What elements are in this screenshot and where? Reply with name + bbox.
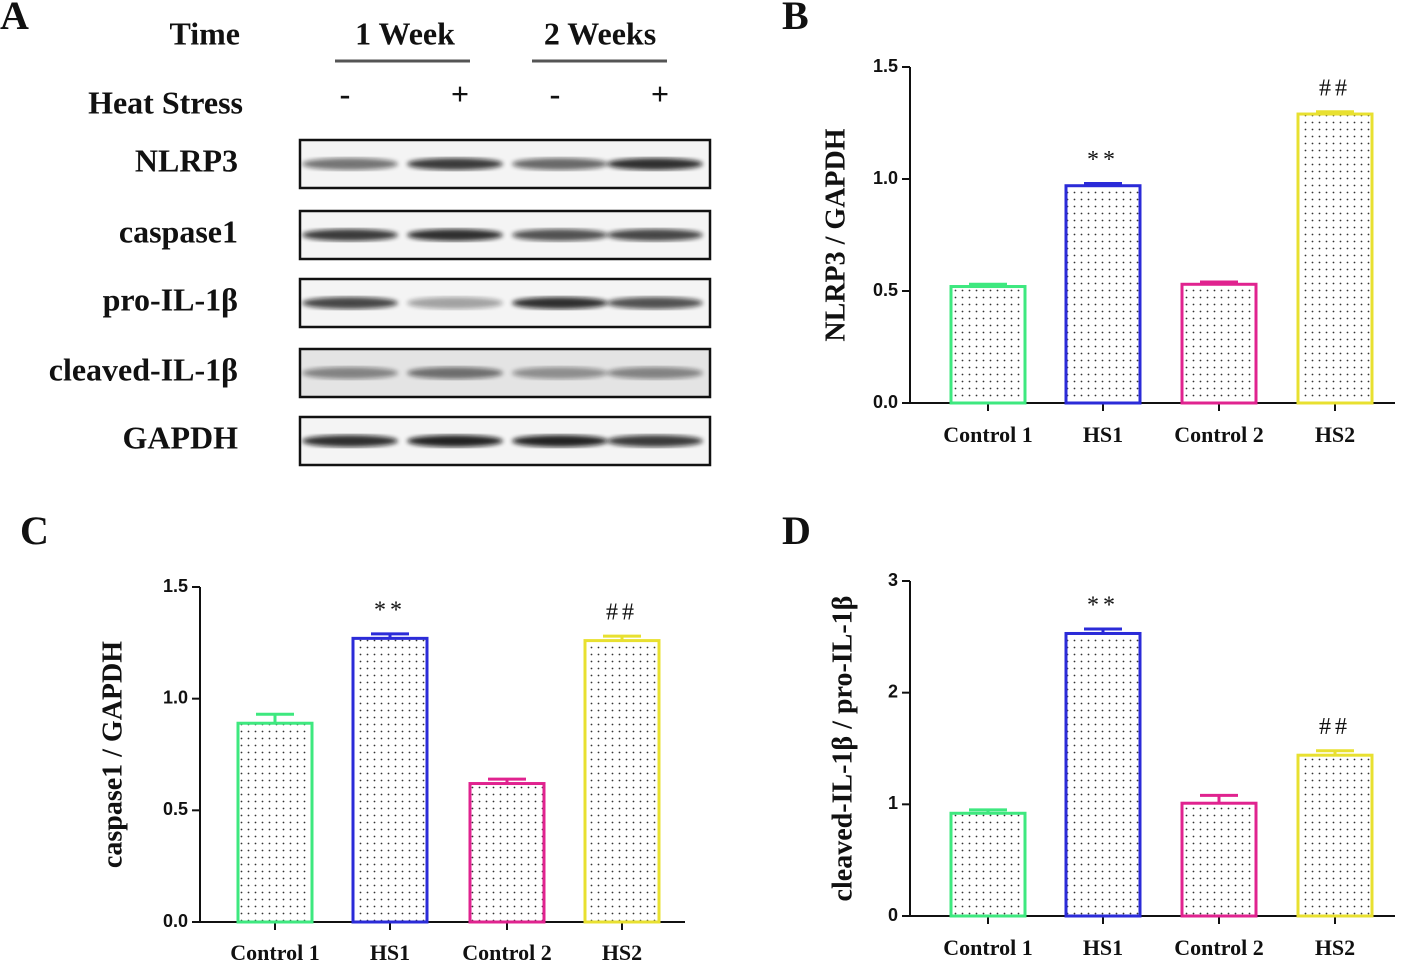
- treatment-sign: -: [340, 75, 351, 111]
- significance-label: **: [1087, 147, 1119, 173]
- x-tick-label: HS1: [1083, 422, 1123, 447]
- y-tick-label: 1.5: [163, 576, 188, 596]
- panel-letter: A: [0, 0, 29, 38]
- bar: [583, 639, 661, 924]
- bar: [1064, 631, 1142, 918]
- treatment-sign: +: [651, 75, 669, 111]
- y-tick-label: 0.5: [873, 280, 898, 300]
- y-tick-label: 1: [888, 793, 898, 813]
- blot-band: [512, 435, 608, 447]
- panel-letter: C: [20, 508, 49, 553]
- blot-band: [407, 297, 503, 309]
- blot-band: [607, 158, 703, 170]
- x-tick-label: Control 2: [1174, 422, 1263, 447]
- time-label: Time: [169, 15, 240, 51]
- significance-label: ##: [1319, 75, 1351, 101]
- x-tick-label: HS2: [602, 940, 642, 965]
- significance-label: **: [1087, 593, 1119, 619]
- x-tick-label: HS1: [370, 940, 410, 965]
- y-tick-label: 1.0: [163, 687, 188, 707]
- blot-band: [607, 297, 703, 309]
- blot-band: [407, 229, 503, 241]
- significance-label: ##: [1319, 714, 1351, 740]
- blot-row-label: caspase1: [119, 213, 238, 249]
- y-axis-label: caspase1 / GAPDH: [97, 641, 128, 868]
- treatment-sign: +: [451, 75, 469, 111]
- x-tick-label: Control 2: [1174, 935, 1263, 960]
- x-tick-label: Control 2: [462, 940, 551, 965]
- x-tick-label: Control 1: [943, 935, 1032, 960]
- x-tick-label: Control 1: [230, 940, 319, 965]
- blot-band: [607, 367, 703, 379]
- bar: [1180, 801, 1258, 918]
- x-tick-label: Control 1: [943, 422, 1032, 447]
- bar: [1296, 112, 1374, 405]
- blot-band: [407, 158, 503, 170]
- blot-band: [512, 367, 608, 379]
- bar: [1064, 184, 1142, 405]
- x-tick-label: HS2: [1315, 935, 1355, 960]
- blot-band: [302, 158, 398, 170]
- blot-band: [302, 229, 398, 241]
- bar: [1296, 753, 1374, 918]
- blot-band: [407, 367, 503, 379]
- blot-band: [407, 435, 503, 447]
- blot-band: [302, 435, 398, 447]
- panel-letter: B: [782, 0, 809, 38]
- group-label: 2 Weeks: [544, 15, 656, 51]
- bar: [949, 811, 1027, 918]
- group-label: 1 Week: [355, 15, 455, 51]
- y-tick-label: 0.0: [873, 392, 898, 412]
- y-tick-label: 0.0: [163, 911, 188, 931]
- blot-band: [512, 158, 608, 170]
- y-axis-label: cleaved-IL-1β / pro-IL-1β: [827, 596, 858, 902]
- blot-row-label: pro-IL-1β: [103, 281, 238, 317]
- y-tick-label: 2: [888, 681, 898, 701]
- y-tick-label: 1.0: [873, 168, 898, 188]
- x-tick-label: HS1: [1083, 935, 1123, 960]
- significance-label: **: [374, 597, 406, 623]
- blot-row-label: NLRP3: [135, 142, 238, 178]
- blot-band: [607, 229, 703, 241]
- blot-band: [512, 297, 608, 309]
- blot-band: [607, 435, 703, 447]
- y-tick-label: 0: [888, 905, 898, 925]
- x-tick-label: HS2: [1315, 422, 1355, 447]
- bar: [236, 721, 314, 924]
- y-tick-label: 3: [888, 570, 898, 590]
- significance-label: ##: [606, 600, 638, 626]
- treatment-label: Heat Stress: [88, 84, 243, 120]
- y-axis-label: NLRP3 / GAPDH: [820, 128, 851, 341]
- bar: [1180, 282, 1258, 405]
- blot-band: [302, 367, 398, 379]
- blot-row-label: cleaved-IL-1β: [49, 351, 238, 387]
- blot-row-label: GAPDH: [122, 419, 238, 455]
- y-tick-label: 0.5: [163, 799, 188, 819]
- treatment-sign: -: [550, 75, 561, 111]
- panel-letter: D: [782, 508, 811, 553]
- bar: [351, 636, 429, 924]
- bar: [949, 285, 1027, 405]
- bar: [468, 782, 546, 924]
- blot-band: [512, 229, 608, 241]
- blot-band: [302, 297, 398, 309]
- y-tick-label: 1.5: [873, 56, 898, 76]
